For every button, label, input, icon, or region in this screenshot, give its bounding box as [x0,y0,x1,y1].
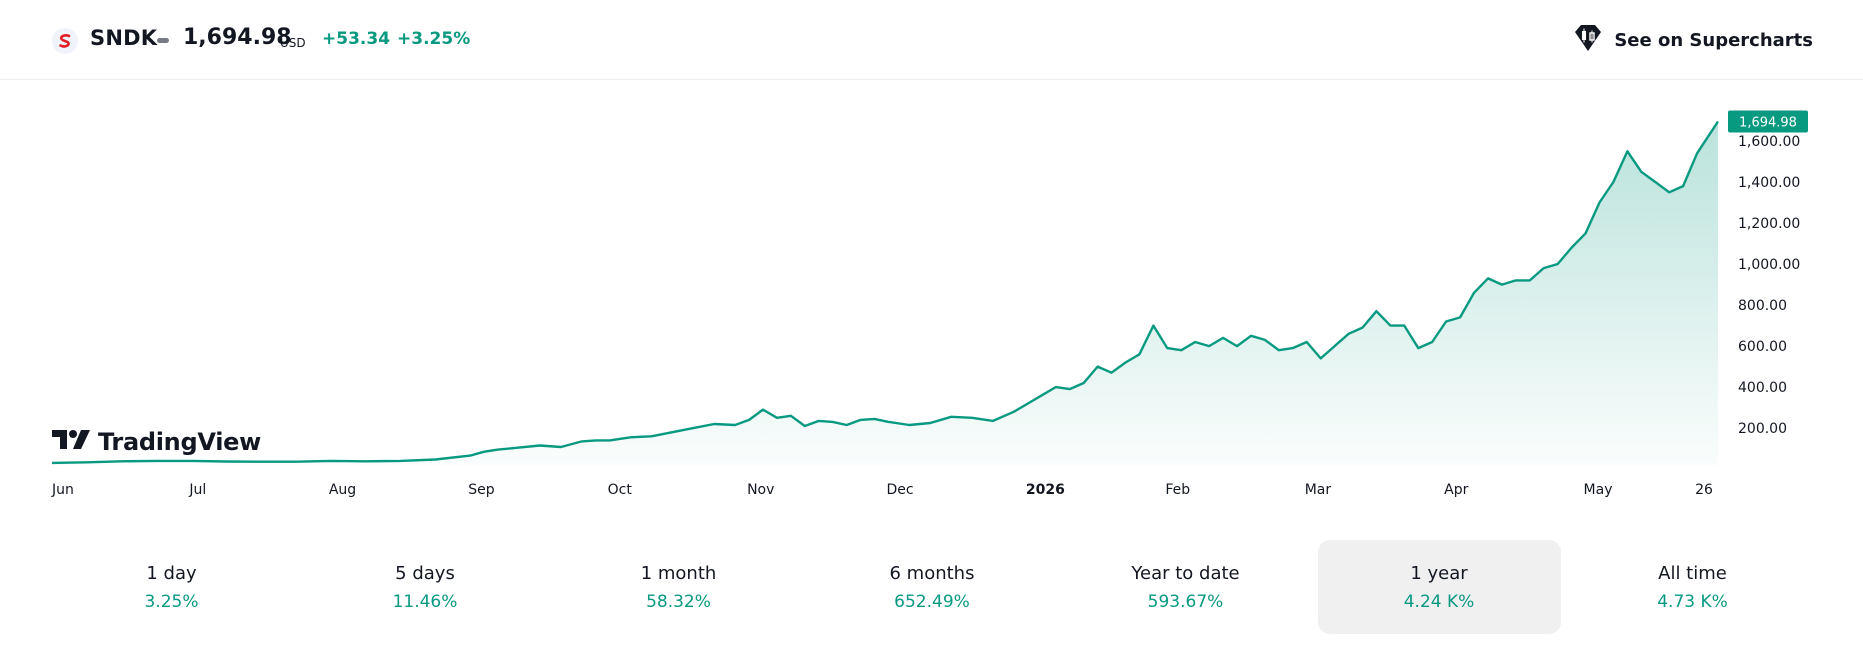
period-label: 5 days [395,562,455,584]
period-label: 1 year [1410,562,1468,584]
price-change: +53.34 [322,29,391,49]
x-tick-label: Mar [1305,482,1332,498]
x-tick-label: Dec [886,482,913,498]
x-tick-label: Feb [1165,482,1190,498]
last-price: 1,694.98 [183,25,292,50]
x-tick-label: Jul [188,482,206,498]
y-tick-label: 600.00 [1738,339,1787,355]
period-5-days[interactable]: 5 days 11.46% [304,540,547,634]
symbol-header: SNDK 1,694.98 USD +53.34 +3.25% See on S… [0,0,1863,80]
x-tick-label: Sep [468,482,495,498]
period-label: 6 months [889,562,975,584]
tradingview-wordmark: TradingView [98,428,261,456]
period-selector: 1 day 3.25% 5 days 11.46% 1 month 58.32% 6 mon… [0,540,1863,634]
y-axis: 200.00 400.00 600.00 800.00 1,000.00 1,200.00… [1738,134,1800,437]
period-change-value: 4.24 K% [1403,591,1475,612]
period-label: Year to date [1131,562,1240,584]
period-all-time[interactable]: All time 4.73 K% [1571,540,1814,634]
period-label: All time [1658,562,1727,584]
period-1-year[interactable]: 1 year 4.24 K% [1317,540,1561,634]
tradingview-logo[interactable]: TradingView [52,428,261,456]
see-on-supercharts-button[interactable]: See on Supercharts [1572,22,1813,58]
period-6-months[interactable]: 6 months 652.49% [811,540,1054,634]
y-tick-label: 1,400.00 [1738,175,1800,191]
period-1-month[interactable]: 1 month 58.32% [557,540,800,634]
price-line [51,120,1720,465]
ticker-symbol[interactable]: SNDK [90,26,158,50]
period-change-value: 593.67% [1147,591,1224,612]
market-status-icon [157,38,169,43]
price-area [52,121,1718,465]
y-tick-label: 200.00 [1738,421,1787,437]
y-tick-label: 1,600.00 [1738,134,1800,150]
x-axis: Jun Jul Aug Sep Oct Nov Dec 2026 Feb Mar Apr May 26 [51,482,1713,498]
sandisk-s-icon [52,28,78,54]
price-change-percent: +3.25% [397,29,471,49]
last-price-tag: 1,694.98 [1728,110,1808,133]
price-chart[interactable]: 200.00 400.00 600.00 800.00 1,000.00 1,200.00… [0,80,1863,510]
tradingview-logo-icon [52,428,92,456]
x-tick-label: 26 [1695,482,1713,498]
period-1-day[interactable]: 1 day 3.25% [50,540,293,634]
period-change-value: 652.49% [894,591,970,612]
period-change-value: 3.25% [144,591,199,612]
supercharts-icon [1572,23,1604,57]
period-label: 1 day [146,562,197,584]
x-tick-label: Aug [329,482,356,498]
y-tick-label: 800.00 [1738,298,1787,314]
currency-label: USD [280,36,306,50]
period-change-value: 4.73 K% [1657,591,1728,612]
y-tick-label: 1,000.00 [1738,257,1800,273]
last-price-tag-label: 1,694.98 [1739,116,1797,131]
y-tick-label: 400.00 [1738,380,1787,396]
period-change-value: 58.32% [646,591,711,612]
x-tick-label: Oct [608,482,633,498]
period-change-value: 11.46% [392,591,458,612]
x-tick-label: Nov [747,482,774,498]
x-tick-label: Jun [51,482,74,498]
period-label: 1 month [640,562,717,584]
y-tick-label: 1,200.00 [1738,216,1800,232]
x-tick-label: 2026 [1026,482,1065,498]
supercharts-label: See on Supercharts [1614,29,1813,51]
period-year-to-date[interactable]: Year to date 593.67% [1064,540,1307,634]
x-tick-label: Apr [1444,482,1468,498]
x-tick-label: May [1584,482,1613,498]
